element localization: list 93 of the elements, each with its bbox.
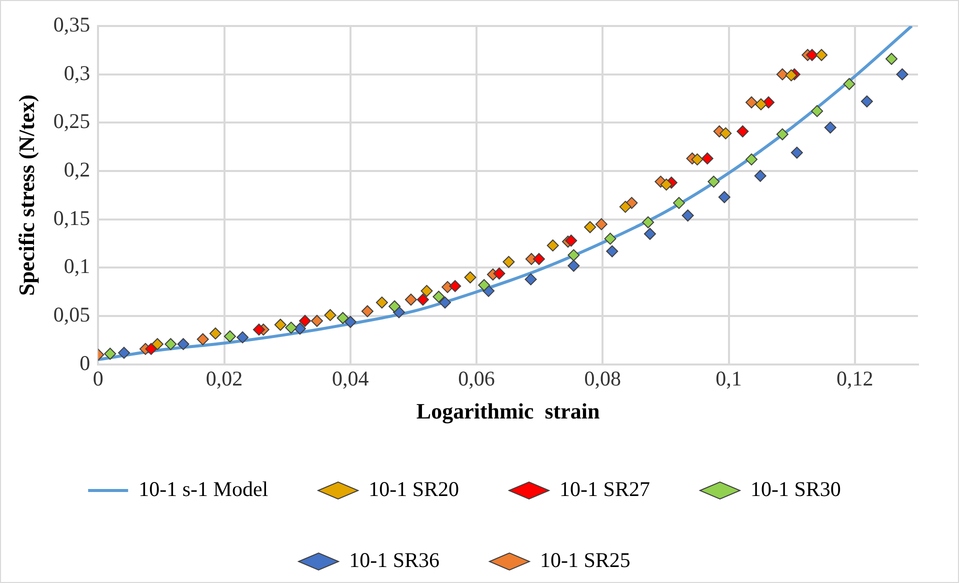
y-tick-label: 0,3: [64, 60, 90, 85]
legend-label: 10-1 SR25: [540, 548, 630, 572]
y-tick-label: 0,35: [53, 12, 90, 37]
point: [502, 256, 515, 268]
point: [285, 322, 298, 334]
point: [236, 331, 249, 344]
point: [604, 232, 616, 245]
point: [746, 96, 758, 108]
point: [196, 333, 209, 346]
point: [746, 153, 758, 166]
point: [388, 300, 401, 312]
point: [660, 178, 672, 191]
point: [886, 52, 898, 65]
point: [619, 200, 632, 213]
point: [478, 279, 490, 292]
point: [151, 338, 164, 350]
point: [299, 314, 312, 327]
point: [464, 271, 476, 284]
point: [294, 322, 306, 335]
point: [524, 273, 537, 286]
x-tick-label: 0,04: [332, 366, 370, 391]
y-tick-label: 0,05: [53, 302, 90, 327]
x-tick-label: 0,08: [584, 366, 622, 391]
point: [336, 312, 349, 324]
point: [324, 309, 336, 322]
point: [118, 346, 130, 359]
y-tick-label: 0,15: [53, 206, 90, 230]
point: [104, 348, 116, 360]
x-tick-label: 0,06: [458, 366, 495, 391]
point: [274, 318, 286, 331]
legend-label: 10-1 SR36: [349, 548, 440, 572]
y-tick-label: 0,1: [64, 254, 90, 278]
point: [816, 49, 828, 62]
point: [860, 95, 873, 108]
point: [644, 228, 656, 240]
point: [776, 128, 788, 140]
point: [708, 176, 720, 188]
point: [164, 338, 177, 350]
point: [416, 294, 429, 306]
x-tick-label: 0,02: [206, 366, 243, 391]
point: [718, 191, 730, 204]
legend-label: 10-1 SR30: [750, 477, 841, 502]
point: [344, 316, 356, 328]
x-axis-title: Logarithmic strain: [416, 398, 600, 424]
y-axis-title: Specific stress (N/tex): [14, 94, 39, 296]
point: [420, 284, 433, 297]
point: [896, 68, 908, 80]
point: [493, 268, 506, 280]
point: [595, 218, 608, 230]
point: [449, 280, 462, 292]
point: [404, 294, 417, 306]
y-tick-label: 0: [80, 350, 90, 375]
point: [432, 290, 445, 303]
point: [720, 127, 732, 140]
point: [790, 146, 803, 159]
point: [252, 324, 265, 336]
point: [701, 152, 714, 164]
point: [439, 296, 452, 309]
point: [532, 253, 545, 266]
point: [361, 305, 374, 318]
point: [736, 125, 749, 138]
point: [642, 216, 654, 228]
point: [691, 153, 704, 166]
x-tick-label: 0,1: [716, 366, 742, 391]
point: [811, 105, 824, 118]
x-tick-label: 0,12: [836, 366, 874, 391]
point: [754, 98, 767, 110]
point: [776, 68, 788, 80]
point: [565, 234, 578, 247]
point: [672, 196, 685, 209]
point: [824, 122, 836, 134]
point: [606, 245, 618, 258]
y-tick-label: 0,2: [64, 158, 90, 182]
point: [806, 49, 818, 62]
point: [568, 260, 580, 272]
point: [785, 69, 798, 82]
point: [568, 249, 580, 262]
point: [145, 342, 158, 355]
line-series: [98, 26, 914, 362]
legend-label: 10-1 SR20: [368, 477, 460, 502]
point: [584, 221, 596, 234]
point: [843, 78, 856, 90]
point: [177, 338, 190, 350]
point: [376, 296, 388, 309]
point: [682, 210, 694, 222]
point: [754, 170, 766, 182]
legend-label: 10-1 s-1 Model: [138, 477, 268, 502]
point: [310, 314, 323, 327]
point: [546, 239, 559, 252]
legend-label: 10-1 SR27: [560, 477, 650, 502]
y-tick-label: 0,25: [53, 109, 90, 134]
point: [224, 330, 236, 342]
point: [209, 327, 222, 340]
